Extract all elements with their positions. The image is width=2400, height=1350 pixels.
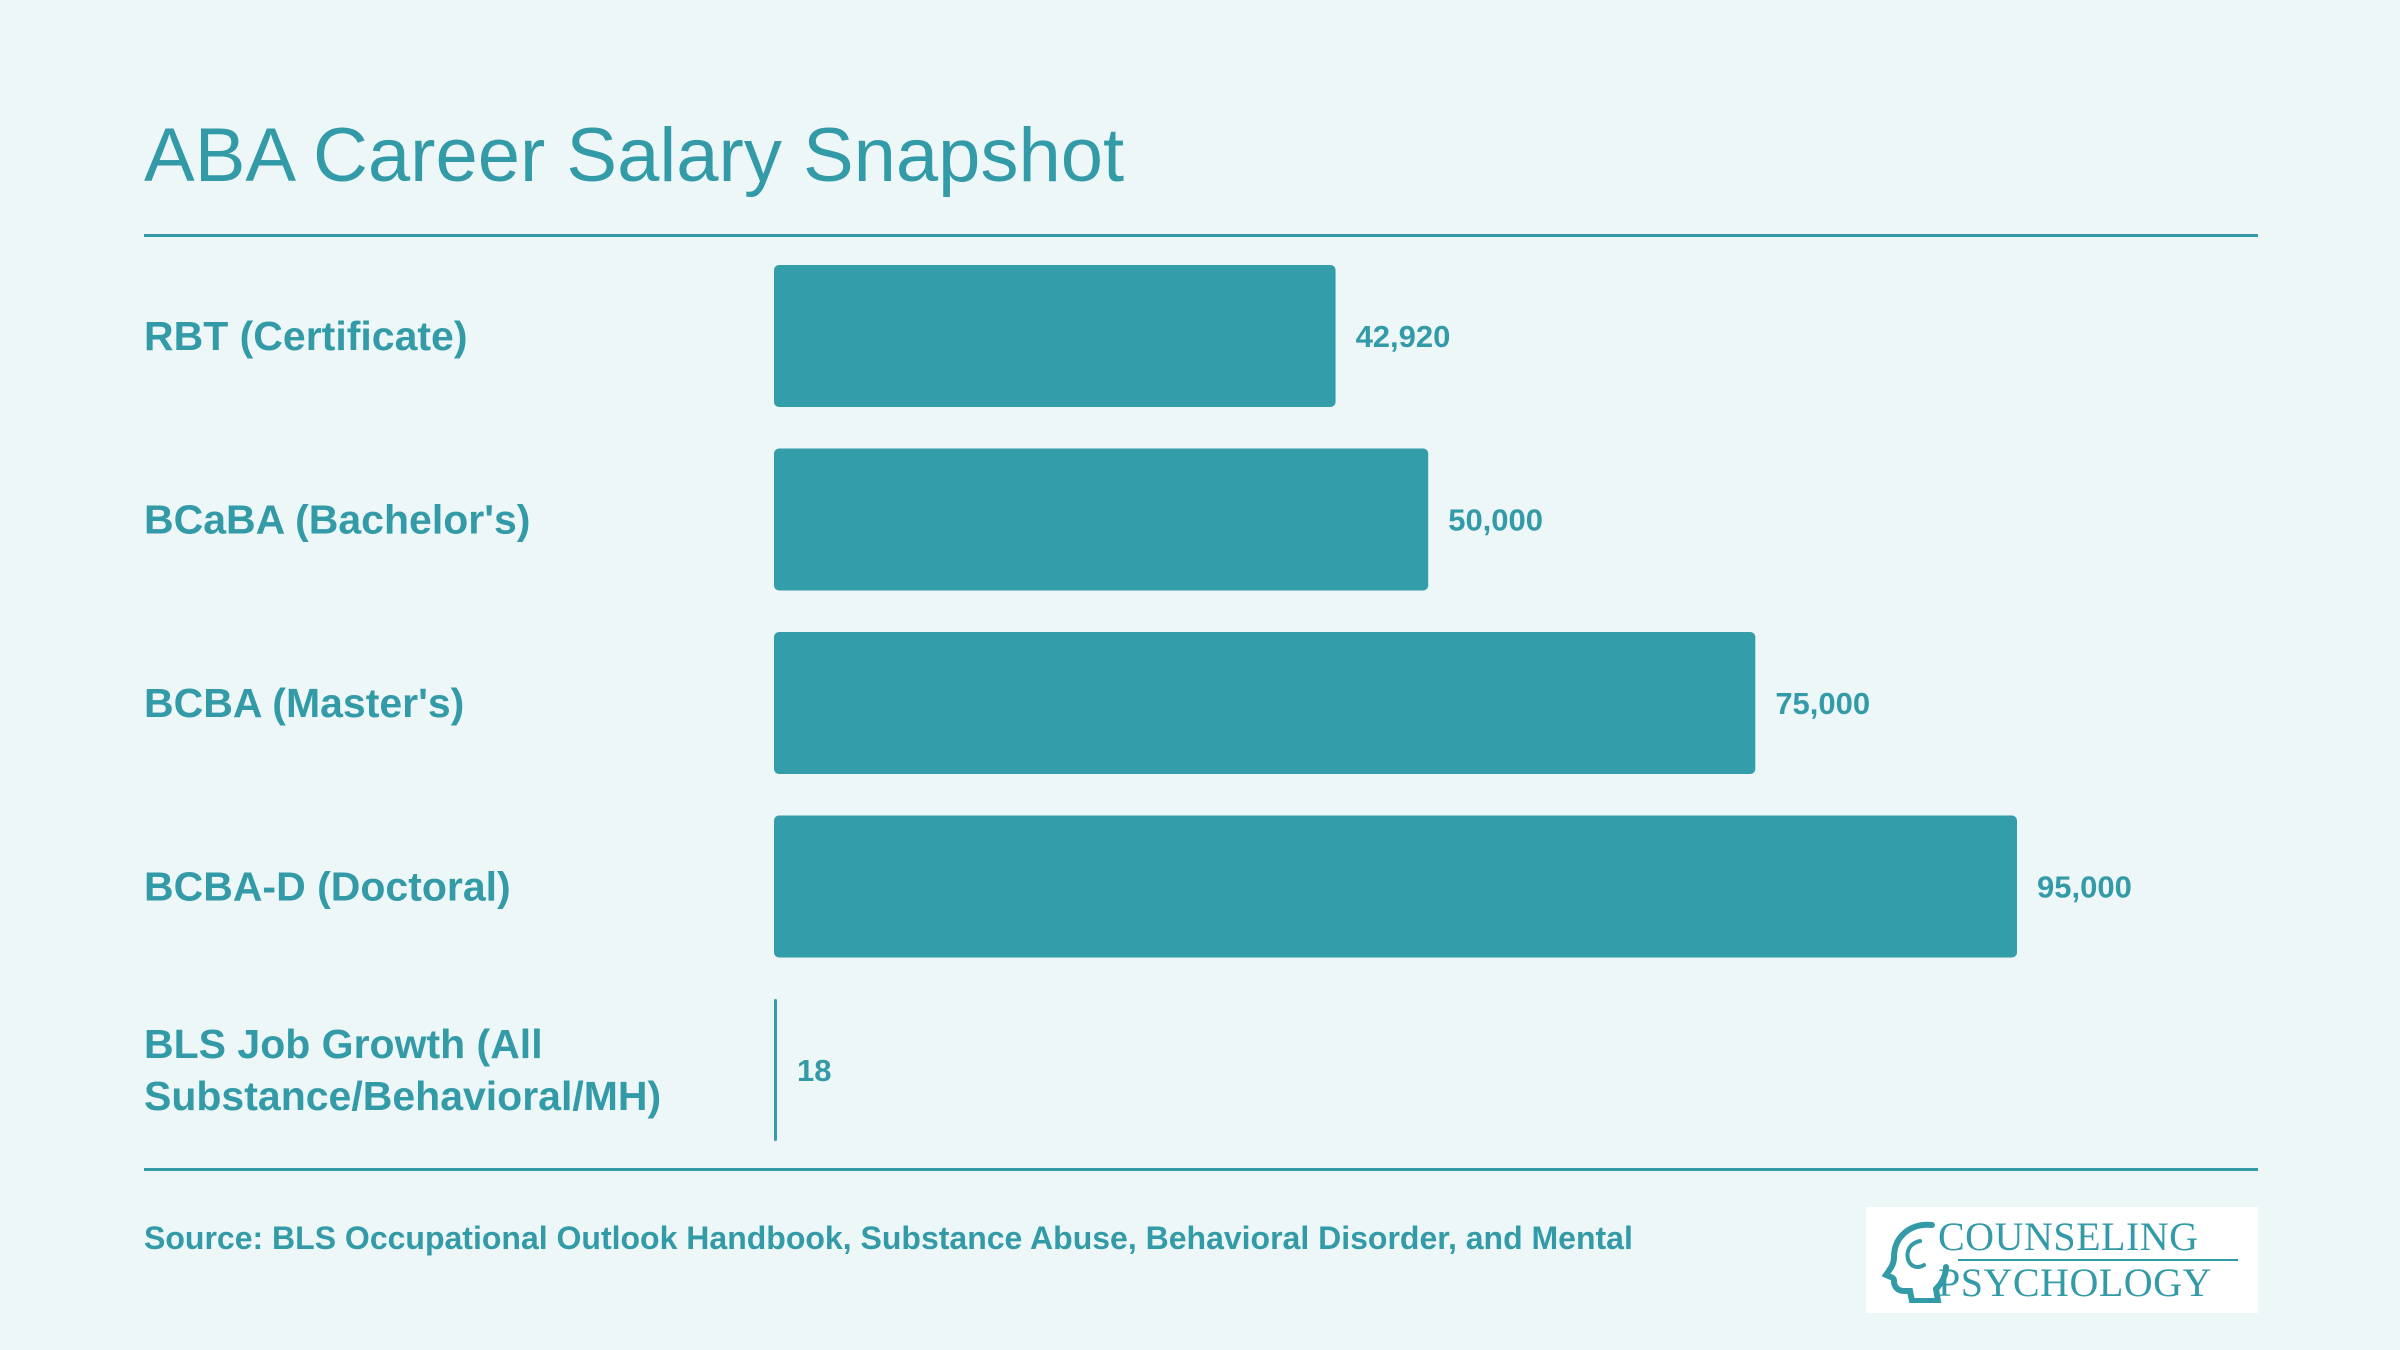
category-label-line: Substance/Behavioral/MH) [144,1073,661,1119]
category-label-line: RBT (Certificate) [144,313,467,359]
head-silhouette-icon [1881,1221,1949,1303]
logo-line1: COUNSELING [1938,1214,2199,1259]
logo-line2: PSYCHOLOGY [1938,1260,2212,1305]
category-label: RBT (Certificate) [144,313,467,359]
value-label: 42,920 [1356,319,1451,354]
category-label-line: BCaBA (Bachelor's) [144,497,530,543]
counseling-psychology-logo: COUNSELING PSYCHOLOGY [1866,1207,2258,1313]
value-label: 50,000 [1448,503,1543,538]
category-label: BCBA (Master's) [144,680,464,726]
title-divider [144,234,2258,237]
category-label-line: BCBA (Master's) [144,680,464,726]
category-label: BCBA-D (Doctoral) [144,864,511,910]
category-label-line: BCBA-D (Doctoral) [144,864,511,910]
bar-1 [774,265,1336,407]
footer-divider [144,1168,2258,1171]
value-label: 18 [797,1053,831,1088]
logo-divider [1958,1259,2238,1261]
bar-5 [774,999,777,1141]
value-label: 95,000 [2037,870,2132,905]
category-label: BCaBA (Bachelor's) [144,497,530,543]
page-title: ABA Career Salary Snapshot [144,113,1125,198]
bar-2 [774,448,1429,591]
bar-4 [774,815,2017,958]
category-label-line: BLS Job Growth (All [144,1021,543,1067]
source-note: Source: BLS Occupational Outlook Handboo… [144,1220,1633,1256]
bar-3 [774,632,1756,774]
category-label: BLS Job Growth (All Substance/Behavioral/… [144,1021,661,1119]
value-label: 75,000 [1775,686,1870,721]
